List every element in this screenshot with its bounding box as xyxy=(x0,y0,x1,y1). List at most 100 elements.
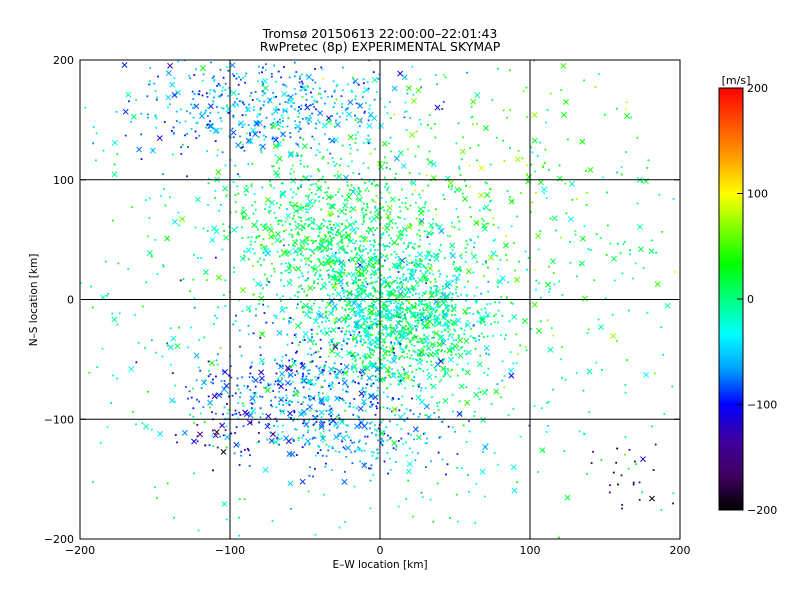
scatter-dot xyxy=(334,275,337,278)
scatter-dot xyxy=(467,280,469,283)
scatter-dot xyxy=(355,320,358,323)
scatter-dot xyxy=(302,138,305,141)
scatter-dot xyxy=(191,387,194,390)
scatter-dot xyxy=(414,358,417,361)
scatter-x-mark xyxy=(334,351,341,358)
scatter-x-mark xyxy=(276,329,283,336)
scatter-dot xyxy=(518,260,521,263)
scatter-dot xyxy=(335,119,337,122)
scatter-dot xyxy=(625,151,628,153)
scatter-dot xyxy=(258,65,260,68)
scatter-dot xyxy=(308,299,311,301)
scatter-dot xyxy=(505,259,508,262)
scatter-dot xyxy=(353,485,356,488)
scatter-dot xyxy=(296,152,299,155)
scatter-dot xyxy=(346,107,349,110)
scatter-dot xyxy=(216,128,219,131)
scatter-dot xyxy=(372,295,374,297)
scatter-dot xyxy=(226,193,229,196)
scatter-dot xyxy=(305,218,308,221)
scatter-dot xyxy=(371,304,373,307)
scatter-x-mark xyxy=(434,104,441,111)
scatter-x-mark xyxy=(334,256,341,263)
scatter-dot xyxy=(243,498,246,501)
scatter-dot xyxy=(411,397,413,400)
scatter-dot xyxy=(395,279,397,282)
scatter-dot xyxy=(356,117,358,120)
scatter-dot xyxy=(363,462,366,465)
scatter-dot xyxy=(414,351,417,353)
scatter-dot xyxy=(271,113,274,116)
scatter-dot xyxy=(204,111,206,114)
scatter-dot xyxy=(491,335,494,337)
scatter-dot xyxy=(180,153,183,155)
scatter-x-mark xyxy=(267,225,273,232)
scatter-dot xyxy=(298,121,301,124)
scatter-dot xyxy=(516,481,519,484)
scatter-dot xyxy=(478,209,481,212)
scatter-dot xyxy=(380,233,383,236)
scatter-dot xyxy=(343,269,346,272)
scatter-dot xyxy=(442,315,445,318)
scatter-dot xyxy=(382,232,385,234)
scatter-dot xyxy=(382,304,385,307)
scatter-dot xyxy=(252,106,255,108)
scatter-dot xyxy=(333,274,336,276)
scatter-dot xyxy=(330,415,333,417)
scatter-dot xyxy=(342,340,345,342)
scatter-dot xyxy=(338,188,341,191)
scatter-dot xyxy=(446,314,449,317)
scatter-dot xyxy=(344,409,347,412)
scatter-x-mark xyxy=(224,434,231,441)
scatter-dot xyxy=(401,318,404,320)
scatter-dot xyxy=(376,407,378,410)
scatter-dot xyxy=(395,294,398,297)
scatter-x-mark xyxy=(222,185,229,192)
scatter-dot xyxy=(377,394,379,397)
scatter-dot xyxy=(376,212,379,215)
scatter-dot xyxy=(270,75,273,78)
scatter-x-mark xyxy=(380,337,387,344)
scatter-dot xyxy=(316,149,319,152)
scatter-dot xyxy=(396,226,399,229)
scatter-dot xyxy=(418,304,420,307)
scatter-dot xyxy=(428,150,431,153)
scatter-dot xyxy=(403,218,406,220)
scatter-dot xyxy=(216,106,218,108)
scatter-dot xyxy=(441,420,444,423)
scatter-dot xyxy=(393,352,395,354)
scatter-dot xyxy=(406,307,409,310)
scatter-dot xyxy=(462,424,465,427)
scatter-dot xyxy=(331,309,334,311)
scatter-dot xyxy=(362,273,365,275)
scatter-dot xyxy=(267,384,270,387)
scatter-dot xyxy=(426,437,428,440)
scatter-dot xyxy=(455,207,458,210)
scatter-dot xyxy=(284,269,287,272)
scatter-x-mark xyxy=(564,494,571,501)
scatter-dot xyxy=(283,66,285,68)
scatter-dot xyxy=(380,310,382,313)
scatter-dot xyxy=(338,251,341,254)
chart-title: Tromsø 20150613 22:00:00–22:01:43 xyxy=(262,26,498,41)
scatter-dot xyxy=(356,415,359,417)
scatter-dot xyxy=(342,292,345,294)
scatter-dot xyxy=(238,100,241,103)
scatter-dot xyxy=(341,306,344,309)
scatter-dot xyxy=(382,348,385,351)
scatter-x-mark xyxy=(230,129,237,136)
scatter-dot xyxy=(318,425,321,428)
scatter-dot xyxy=(457,335,460,338)
scatter-x-mark xyxy=(358,307,365,314)
scatter-dot xyxy=(406,300,408,302)
scatter-dot xyxy=(335,231,338,234)
scatter-dot xyxy=(426,325,429,328)
scatter-dot xyxy=(331,445,334,448)
scatter-dot xyxy=(312,87,315,90)
scatter-dot xyxy=(590,462,593,464)
scatter-dot xyxy=(388,326,391,329)
scatter-dot xyxy=(312,252,315,255)
scatter-dot xyxy=(124,134,127,137)
scatter-dot xyxy=(455,493,458,496)
scatter-dot xyxy=(214,90,216,93)
